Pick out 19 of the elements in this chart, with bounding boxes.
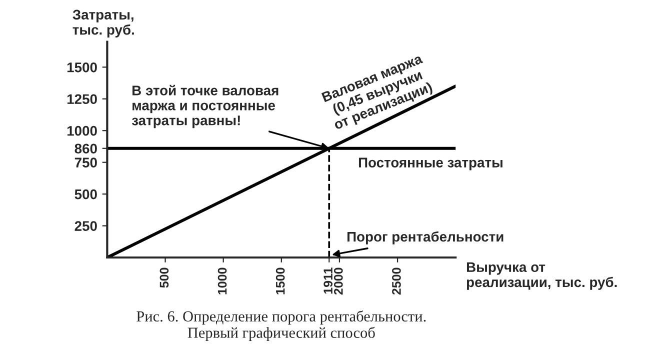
y-tick-label: 1000 [67, 126, 97, 136]
x-axis-title: Выручка от реализации, тыс. руб. [466, 262, 617, 290]
y-tick-label: 500 [74, 189, 97, 200]
y-tick-label: 1250 [67, 94, 97, 104]
y-tick-label: 250 [74, 221, 97, 231]
x-tick-label: 1500 [276, 268, 285, 294]
x-tick-label: 1000 [218, 268, 227, 294]
x-tick-label: 1911 [324, 268, 332, 294]
annotation: В этой точке валовая маржа и постоянные затраты равны! [132, 84, 278, 128]
x-tick-label: 2000 [334, 268, 343, 295]
text: Рис. 6. Определение порога рентабельности. Первый графический способ [136, 310, 426, 342]
x-tick-label: 500 [160, 268, 169, 288]
y-axis-title: Затраты, тыс. руб. [72, 10, 134, 38]
y-tick-label: 750 [74, 158, 97, 168]
series-label: Порог рентабельности [347, 231, 504, 244]
y-tick-label: 1500 [67, 62, 97, 72]
y-tick-label: 860 [74, 144, 97, 154]
series-label: Постоянные затраты [358, 158, 502, 170]
x-tick-label: 2500 [392, 268, 401, 295]
